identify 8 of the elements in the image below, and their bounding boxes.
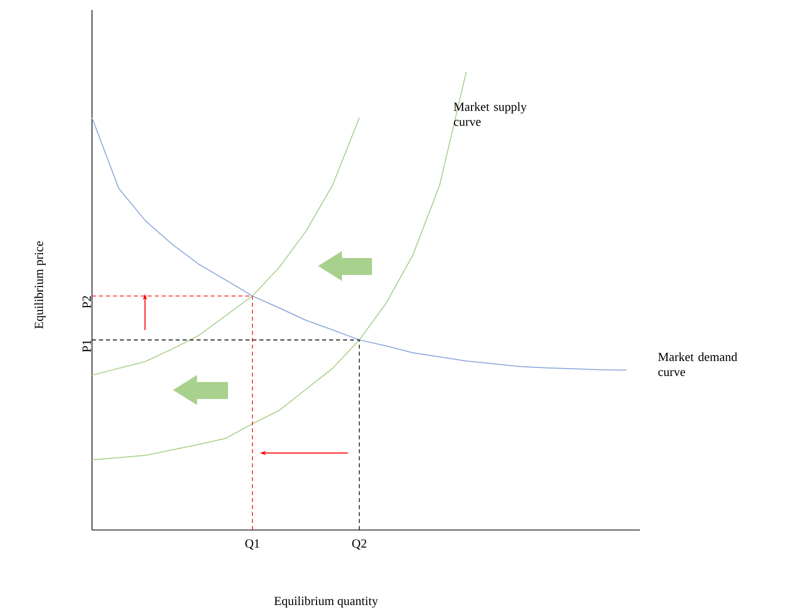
series-label: Market supply curve [454,102,527,126]
x-tick-label: Q2 [352,539,366,550]
x-axis-title: Equilibrium quantity [274,596,378,608]
text: Market demand curve [658,352,738,376]
x-tick-label: Q1 [245,539,260,550]
y-axis-title: Equilibrium price [34,241,46,329]
ref-line-label: P2 [82,296,91,308]
ref-line-label: P1 [82,340,91,352]
